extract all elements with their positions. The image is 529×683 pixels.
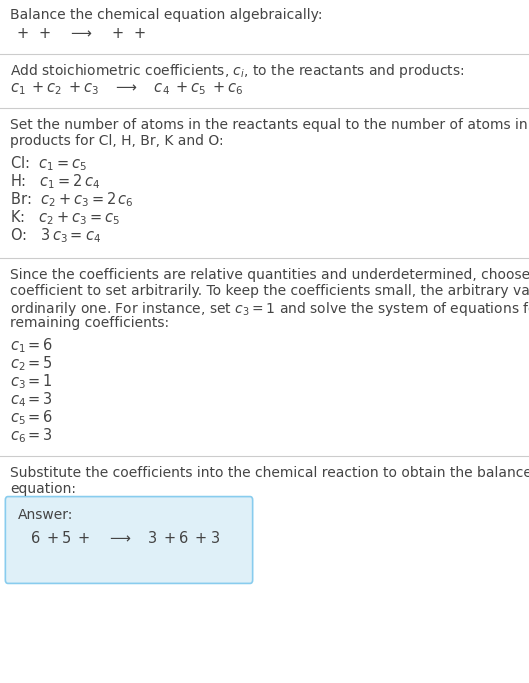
Text: Answer:: Answer: [18,508,74,522]
Text: K:   $c_2 + c_3 = c_5$: K: $c_2 + c_3 = c_5$ [10,208,120,227]
Text: equation:: equation: [10,482,76,496]
Text: $c_1 = 6$: $c_1 = 6$ [10,336,53,354]
Text: $c_3 = 1$: $c_3 = 1$ [10,372,53,391]
Text: $\; +\; +\quad \longrightarrow \quad +\; +$: $\; +\; +\quad \longrightarrow \quad +\;… [10,26,147,41]
Text: ordinarily one. For instance, set $c_3 = 1$ and solve the system of equations fo: ordinarily one. For instance, set $c_3 =… [10,300,529,318]
Text: $c_1 \;+c_2 \;+c_3 \quad\longrightarrow\quad c_4 \;+c_5 \;+c_6$: $c_1 \;+c_2 \;+c_3 \quad\longrightarrow\… [10,80,244,97]
Text: H:   $c_1 = 2\,c_4$: H: $c_1 = 2\,c_4$ [10,172,101,191]
Text: products for Cl, H, Br, K and O:: products for Cl, H, Br, K and O: [10,134,224,148]
FancyBboxPatch shape [5,497,253,583]
Text: Since the coefficients are relative quantities and underdetermined, choose a: Since the coefficients are relative quan… [10,268,529,282]
Text: $c_5 = 6$: $c_5 = 6$ [10,408,53,427]
Text: Add stoichiometric coefficients, $c_i$, to the reactants and products:: Add stoichiometric coefficients, $c_i$, … [10,62,464,80]
Text: $c_2 = 5$: $c_2 = 5$ [10,354,53,373]
Text: coefficient to set arbitrarily. To keep the coefficients small, the arbitrary va: coefficient to set arbitrarily. To keep … [10,284,529,298]
Text: Set the number of atoms in the reactants equal to the number of atoms in the: Set the number of atoms in the reactants… [10,118,529,132]
Text: O:   $3\,c_3 = c_4$: O: $3\,c_3 = c_4$ [10,226,101,245]
Text: Balance the chemical equation algebraically:: Balance the chemical equation algebraica… [10,8,323,22]
Text: $c_4 = 3$: $c_4 = 3$ [10,390,53,408]
Text: Cl:  $c_1 = c_5$: Cl: $c_1 = c_5$ [10,154,87,173]
Text: $6\;+5\;+\quad\longrightarrow\quad 3\;+6\;+3$: $6\;+5\;+\quad\longrightarrow\quad 3\;+6… [30,530,220,546]
Text: $c_6 = 3$: $c_6 = 3$ [10,426,53,445]
Text: remaining coefficients:: remaining coefficients: [10,316,169,330]
Text: Substitute the coefficients into the chemical reaction to obtain the balanced: Substitute the coefficients into the che… [10,466,529,480]
Text: Br:  $c_2 + c_3 = 2\,c_6$: Br: $c_2 + c_3 = 2\,c_6$ [10,190,134,209]
